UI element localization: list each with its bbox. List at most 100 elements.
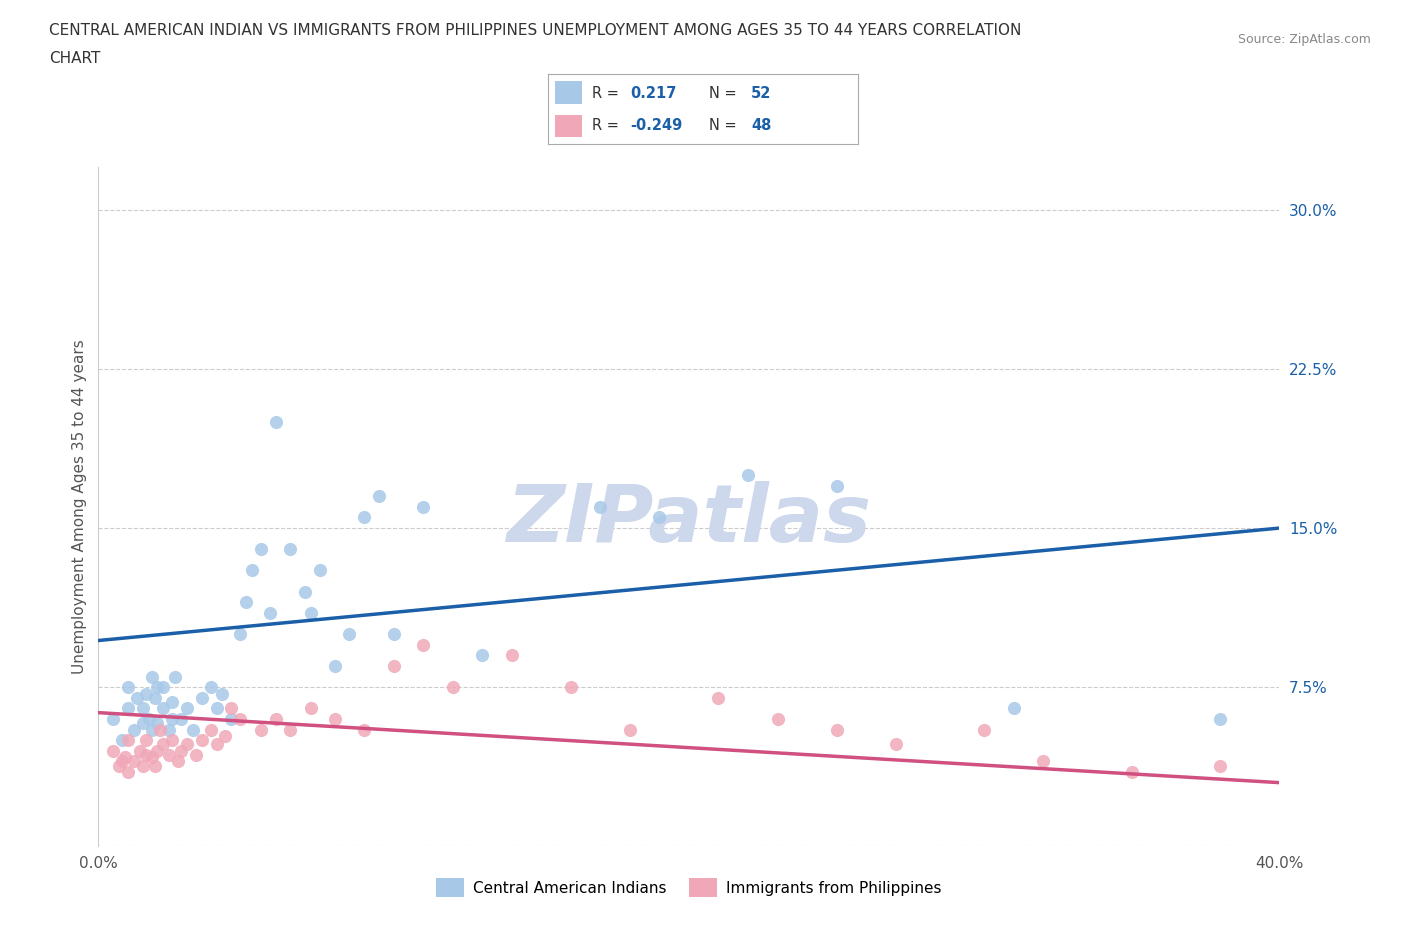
Text: CENTRAL AMERICAN INDIAN VS IMMIGRANTS FROM PHILIPPINES UNEMPLOYMENT AMONG AGES 3: CENTRAL AMERICAN INDIAN VS IMMIGRANTS FR… xyxy=(49,23,1022,38)
Text: R =: R = xyxy=(592,86,623,100)
Point xyxy=(1209,711,1232,726)
Text: -0.249: -0.249 xyxy=(630,118,682,133)
Point xyxy=(825,723,848,737)
Point xyxy=(162,695,183,710)
Point xyxy=(353,510,375,525)
Point xyxy=(229,711,252,726)
Point xyxy=(162,711,183,726)
Point xyxy=(299,701,322,716)
Point xyxy=(323,711,346,726)
Point xyxy=(103,711,125,726)
Legend: Central American Indians, Immigrants from Philippines: Central American Indians, Immigrants fro… xyxy=(430,872,948,903)
Point xyxy=(1121,764,1143,779)
Text: CHART: CHART xyxy=(49,51,101,66)
Point xyxy=(170,743,193,758)
Point xyxy=(111,733,134,748)
Text: Source: ZipAtlas.com: Source: ZipAtlas.com xyxy=(1237,33,1371,46)
Point xyxy=(278,542,302,557)
Point xyxy=(170,711,193,726)
Point xyxy=(560,680,582,695)
Point xyxy=(132,701,155,716)
Point xyxy=(264,711,287,726)
Point xyxy=(619,723,641,737)
Point xyxy=(205,701,228,716)
Point xyxy=(471,648,494,663)
Point xyxy=(825,478,848,493)
Point xyxy=(219,711,242,726)
Point xyxy=(412,637,434,652)
Point xyxy=(766,711,789,726)
Point xyxy=(181,723,204,737)
Point xyxy=(337,627,360,642)
Point xyxy=(176,737,198,751)
Text: 0.217: 0.217 xyxy=(630,86,676,100)
Bar xyxy=(554,115,582,138)
Point xyxy=(235,595,257,610)
Point xyxy=(368,489,391,504)
Point xyxy=(135,686,157,701)
Point xyxy=(211,686,233,701)
Point xyxy=(132,758,155,773)
Point xyxy=(128,743,150,758)
Point xyxy=(117,701,139,716)
Point xyxy=(176,701,198,716)
Point xyxy=(122,754,145,769)
Point xyxy=(143,690,166,705)
Point xyxy=(111,754,134,769)
Point xyxy=(205,737,228,751)
Point xyxy=(117,680,139,695)
Point xyxy=(648,510,671,525)
Point xyxy=(149,723,172,737)
Point xyxy=(707,690,730,705)
Point xyxy=(138,711,160,726)
Point xyxy=(152,737,174,751)
Point xyxy=(141,670,163,684)
Point xyxy=(278,723,302,737)
Point xyxy=(132,716,155,731)
Point xyxy=(412,499,434,514)
Text: 52: 52 xyxy=(751,86,772,100)
Point xyxy=(200,680,222,695)
Point xyxy=(1209,758,1232,773)
Point xyxy=(165,670,187,684)
Text: ZIPatlas: ZIPatlas xyxy=(506,482,872,560)
Point xyxy=(259,605,281,620)
Bar xyxy=(554,82,582,104)
Point xyxy=(219,701,242,716)
Point xyxy=(141,723,163,737)
Text: R =: R = xyxy=(592,118,623,133)
Point xyxy=(884,737,907,751)
Point xyxy=(200,723,222,737)
Point xyxy=(108,758,131,773)
Point xyxy=(184,748,207,763)
Point xyxy=(309,563,332,578)
Point xyxy=(353,723,375,737)
Point xyxy=(294,584,316,599)
Point xyxy=(264,415,287,430)
Point xyxy=(103,743,125,758)
Point xyxy=(323,658,346,673)
Point xyxy=(141,750,163,764)
Point xyxy=(299,605,322,620)
Point xyxy=(162,733,183,748)
Point xyxy=(589,499,612,514)
Point xyxy=(250,542,273,557)
Point xyxy=(1032,754,1054,769)
Point xyxy=(191,690,214,705)
Point xyxy=(229,627,252,642)
Point xyxy=(441,680,464,695)
Point xyxy=(191,733,214,748)
Point xyxy=(146,716,169,731)
Y-axis label: Unemployment Among Ages 35 to 44 years: Unemployment Among Ages 35 to 44 years xyxy=(72,339,87,674)
Point xyxy=(152,680,174,695)
Point xyxy=(382,658,405,673)
Text: N =: N = xyxy=(709,86,741,100)
Point xyxy=(152,701,174,716)
Point xyxy=(737,468,759,483)
Text: 48: 48 xyxy=(751,118,772,133)
Point xyxy=(135,748,157,763)
Point xyxy=(117,764,139,779)
Point xyxy=(146,743,169,758)
Point xyxy=(167,754,190,769)
Point xyxy=(973,723,995,737)
